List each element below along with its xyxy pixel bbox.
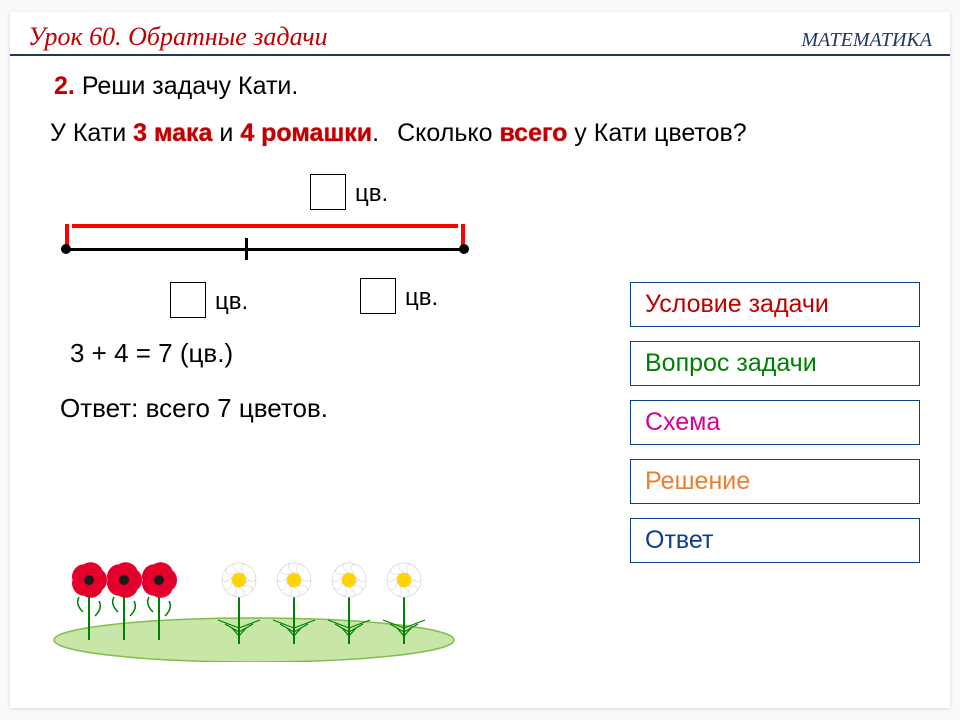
legend-button-4[interactable]: Ответ [630,518,920,563]
highlight-total: всего [499,119,567,147]
legend-button-1[interactable]: Вопрос задачи [630,341,920,386]
right-input-box[interactable] [360,278,396,314]
legend-panel: Условие задачи Вопрос задачи Схема Решение О… [630,282,920,563]
legend-button-2[interactable]: Схема [630,400,920,445]
midpoint-tick [245,238,248,260]
lesson-title: Урок 60. Обратные задачи [28,22,328,52]
subject-label: МАТЕМАТИКА [801,29,932,52]
left-input-box[interactable] [170,282,206,318]
task-heading: 2. Реши задачу Кати. [54,72,920,101]
problem-text: У Кати 3 мака и 4 ромашки. Сколько всего… [50,119,920,148]
flowers-illustration [44,532,464,662]
right-unit-label: цв. [405,284,438,312]
bracket [65,224,465,246]
highlight-daisies: 4 ромашки [240,119,372,147]
endpoint-left [61,244,71,254]
condition-sentence: У Кати 3 мака и 4 ромашки. [50,119,379,148]
task-number: 2. [54,72,75,100]
task-prompt: Реши задачу Кати. [82,72,299,100]
endpoint-right [459,244,469,254]
legend-button-3[interactable]: Решение [630,459,920,504]
total-unit-label: цв. [355,180,388,208]
segment-line [65,248,465,251]
total-input-box[interactable] [310,174,346,210]
slide-header: Урок 60. Обратные задачи МАТЕМАТИКА [10,12,950,56]
left-unit-label: цв. [215,288,248,316]
segment-diagram: цв. цв. цв. [50,174,480,324]
highlight-poppies: 3 мака [133,119,212,147]
legend-button-0[interactable]: Условие задачи [630,282,920,327]
question-sentence: Сколько всего у Кати цветов? [397,119,747,148]
